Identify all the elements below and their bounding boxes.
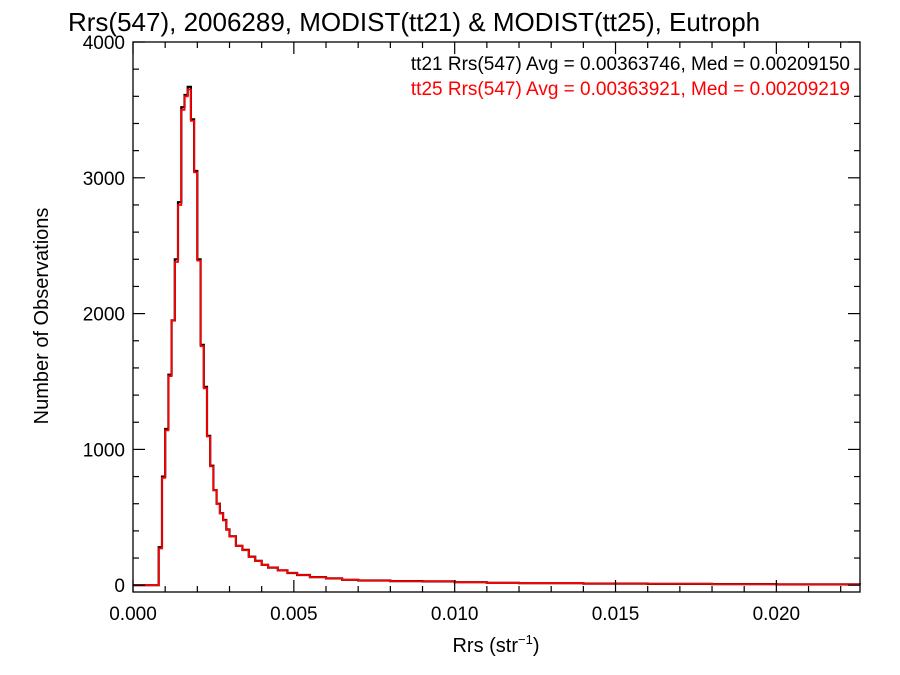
y-tick-label: 0 xyxy=(114,576,125,597)
x-tick-label: 0.020 xyxy=(753,604,801,625)
chart-title: Rrs(547), 2006289, MODIST(tt21) & MODIST… xyxy=(68,7,760,37)
x-tick-label: 0.000 xyxy=(109,604,157,625)
x-axis-label-suffix: ) xyxy=(533,635,540,657)
x-axis-label-prefix: Rrs (str xyxy=(452,635,518,657)
annotation-tt21: tt21 Rrs(547) Avg = 0.00363746, Med = 0.… xyxy=(411,54,850,75)
ticks-layer: 0.000 0.005 0.010 0.015 0.020 0 1000 2000 3000 40… xyxy=(83,33,860,625)
y-tick-label: 4000 xyxy=(83,33,125,54)
y-axis-label: Number of Observations xyxy=(31,208,53,425)
plot-frame xyxy=(132,41,861,593)
series-layer xyxy=(133,85,862,587)
series-line-tt25 xyxy=(133,88,861,587)
series-line-tt21 xyxy=(133,85,862,587)
annotation-tt25: tt25 Rrs(547) Avg = 0.00363921, Med = 0.… xyxy=(411,79,850,100)
x-tick-label: 0.005 xyxy=(270,604,318,625)
y-tick-label: 1000 xyxy=(83,440,125,461)
y-tick-label: 3000 xyxy=(83,169,125,190)
x-axis-label-superscript: −1 xyxy=(518,632,533,647)
x-tick-label: 0.015 xyxy=(592,604,640,625)
x-tick-label: 0.010 xyxy=(431,604,479,625)
x-axis-label: Rrs (str−1) xyxy=(452,632,539,657)
y-tick-label: 2000 xyxy=(83,305,125,326)
